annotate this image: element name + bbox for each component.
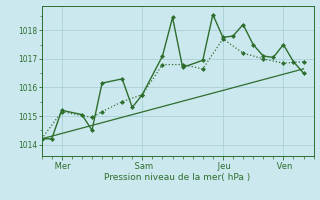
X-axis label: Pression niveau de la mer( hPa ): Pression niveau de la mer( hPa ) bbox=[104, 173, 251, 182]
